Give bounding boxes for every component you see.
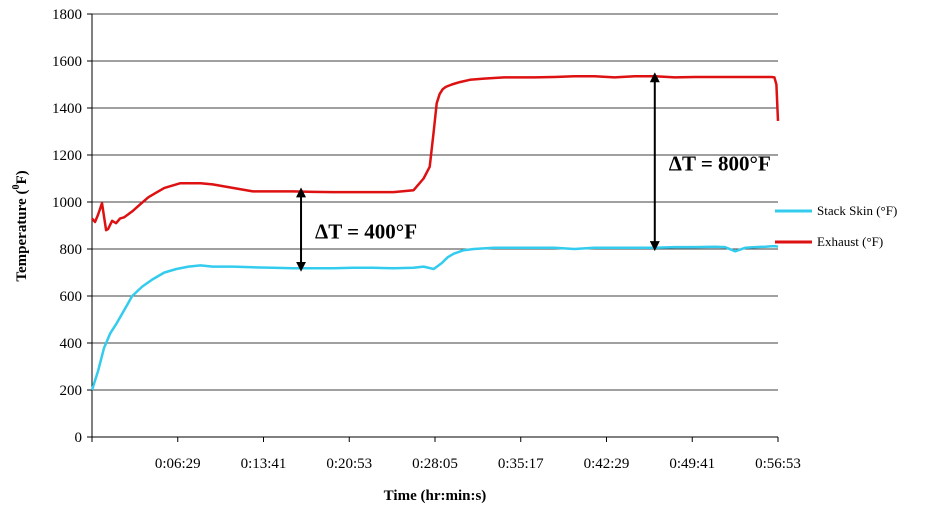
svg-text:Temperature (0F): Temperature (0F) [11,170,30,281]
x-tick-label: 0:06:29 [155,456,201,472]
y-tick-label: 0 [75,430,83,446]
y-tick-label: 800 [60,242,83,258]
x-tick-labels: 0:06:29 0:13:41 0:20:53 0:28:05 0:35:17 0:42:… [91,437,801,472]
series-lines [90,75,780,391]
x-tick-label: 0:56:53 [755,456,801,472]
y-tick-label: 600 [60,289,83,305]
y-axis-title-unit: F) [14,170,30,184]
y-tick-label: 1800 [52,7,82,23]
x-tick-label: 0:49:41 [669,456,715,472]
y-tick-labels: 0 200 400 600 800 1000 1200 1400 1600 1800 [52,7,82,446]
y-tick-label: 200 [60,383,83,399]
legend-label-exhaust: Exhaust (°F) [817,234,883,249]
series-line-exhaust [91,75,780,232]
legend: Stack Skin (°F) Exhaust (°F) [775,203,897,249]
y-tick-label: 1000 [52,195,82,211]
y-axis-title: Temperature (0F) [11,170,30,281]
x-tick-label: 0:35:17 [498,456,544,472]
legend-label-stack-skin: Stack Skin (°F) [817,203,897,218]
delta-t-annotations: ΔT = 400°F ΔT = 800°F [296,72,771,272]
y-tick-label: 400 [60,336,83,352]
y-axis-title-superscript: 0 [11,185,22,190]
x-axis-title: Time (hr:min:s) [384,488,487,504]
x-tick-label: 0:20:53 [326,456,372,472]
x-tick-label: 0:13:41 [241,456,287,472]
y-tick-label: 1400 [52,101,82,117]
y-tick-label: 1600 [52,54,82,70]
series-line-stack-skin [90,244,779,391]
delta-t-label: ΔT = 800°F [669,152,771,176]
y-axis-title-main: Temperature ( [14,190,30,282]
x-tick-label: 0:42:29 [584,456,630,472]
delta-t-label: ΔT = 400°F [315,220,417,244]
y-tick-label: 1200 [52,148,82,164]
x-tick-label: 0:28:05 [412,456,458,472]
